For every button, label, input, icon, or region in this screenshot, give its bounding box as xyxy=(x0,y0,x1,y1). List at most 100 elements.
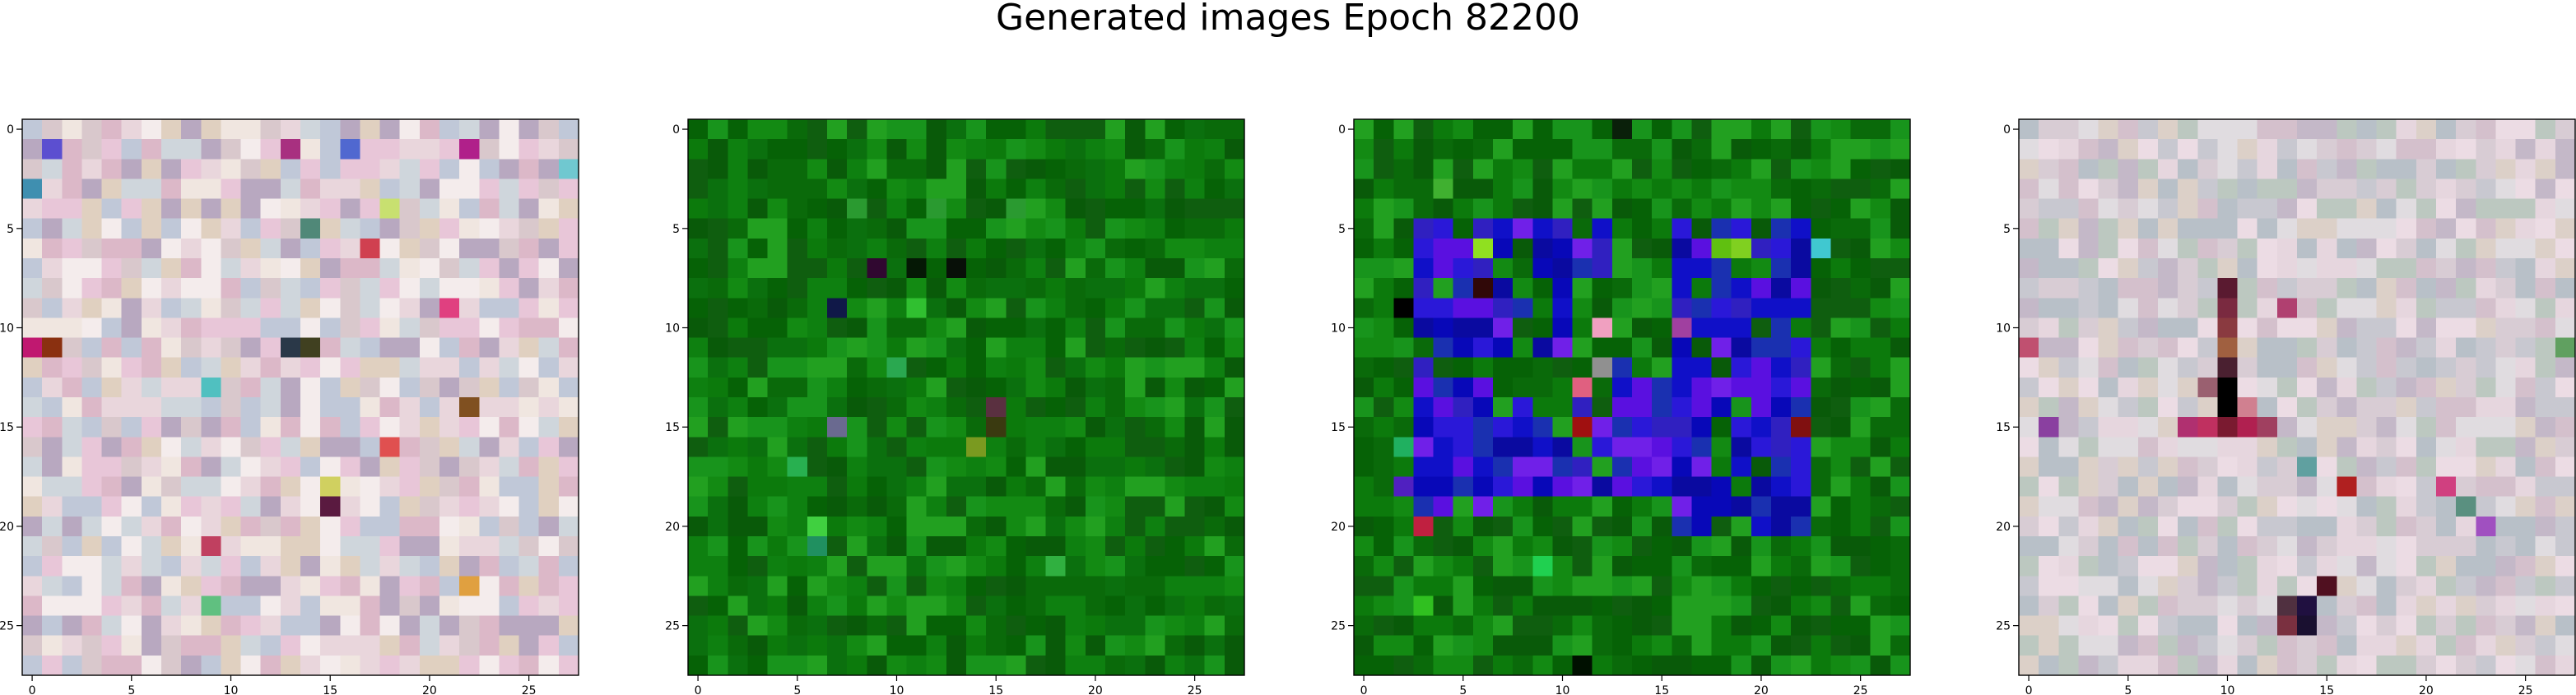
pixel-cell xyxy=(1572,178,1593,200)
pixel-cell xyxy=(1691,198,1713,220)
pixel-cell xyxy=(1632,635,1653,656)
pixel-cell xyxy=(81,139,103,160)
pixel-cell xyxy=(1513,178,1533,200)
pixel-cell xyxy=(1125,377,1146,398)
pixel-cell xyxy=(2456,178,2476,200)
pixel-cell xyxy=(1771,516,1792,537)
pixel-cell xyxy=(2476,159,2497,180)
pixel-cell xyxy=(1611,238,1633,259)
pixel-cell xyxy=(926,576,947,597)
pixel-cell xyxy=(2098,357,2119,378)
pixel-cell xyxy=(2317,317,2337,339)
pixel-cell xyxy=(1532,576,1554,597)
pixel-cell xyxy=(2495,357,2517,378)
pixel-cell xyxy=(161,595,182,617)
pixel-cell xyxy=(399,198,421,220)
pixel-cell xyxy=(728,159,749,180)
pixel-cell xyxy=(2515,178,2536,200)
pixel-cell xyxy=(1493,357,1514,378)
pixel-cell xyxy=(2078,536,2099,557)
pixel-cell xyxy=(1085,238,1106,259)
pixel-cell xyxy=(2019,456,2039,478)
pixel-cell xyxy=(946,317,967,339)
pixel-cell xyxy=(518,119,540,140)
pixel-cell xyxy=(22,298,43,319)
x-tick-label: 0 xyxy=(1360,684,1368,695)
pixel-cell xyxy=(728,178,749,200)
pixel-cell xyxy=(1145,417,1166,438)
pixel-cell xyxy=(1691,496,1713,517)
pixel-cell xyxy=(221,238,242,259)
pixel-cell xyxy=(201,595,222,617)
pixel-cell xyxy=(1811,337,1832,359)
pixel-cell xyxy=(1791,218,1811,239)
pixel-cell xyxy=(42,139,63,160)
pixel-cell xyxy=(1632,238,1653,259)
pixel-cell xyxy=(926,476,947,498)
pixel-cell xyxy=(886,576,908,597)
pixel-cell xyxy=(439,516,460,537)
pixel-cell xyxy=(1771,317,1792,339)
pixel-cell xyxy=(1731,218,1752,239)
pixel-cell xyxy=(1006,615,1027,637)
pixel-cell xyxy=(1791,178,1811,200)
pixel-cell xyxy=(2436,417,2457,438)
pixel-cell xyxy=(22,119,43,140)
pixel-cell xyxy=(847,417,867,438)
pixel-cell xyxy=(867,357,888,378)
pixel-cell xyxy=(2257,258,2278,279)
pixel-cell xyxy=(1204,119,1225,140)
pixel-cell xyxy=(867,337,888,359)
pixel-cell xyxy=(1691,595,1713,617)
pixel-cell xyxy=(81,337,103,359)
pixel-cell xyxy=(141,476,162,498)
pixel-cell xyxy=(747,595,769,617)
pixel-cell xyxy=(787,258,808,279)
pixel-cell xyxy=(2416,218,2437,239)
pixel-cell xyxy=(22,476,43,498)
pixel-cell xyxy=(1393,476,1415,498)
pixel-cell xyxy=(966,218,987,239)
pixel-cell xyxy=(479,556,500,577)
pixel-cell xyxy=(459,218,480,239)
pixel-cell xyxy=(886,298,908,319)
pixel-cell xyxy=(81,218,103,239)
pixel-cell xyxy=(1513,437,1533,458)
pixel-cell xyxy=(1791,476,1811,498)
pixel-cell xyxy=(867,178,888,200)
pixel-cell xyxy=(379,119,401,140)
pixel-cell xyxy=(280,218,301,239)
pixel-cell xyxy=(2257,357,2278,378)
pixel-cell xyxy=(2535,536,2556,557)
pixel-cell xyxy=(787,218,808,239)
pixel-cell xyxy=(2237,556,2258,577)
pixel-cell xyxy=(240,536,262,557)
pixel-cell xyxy=(1125,258,1146,279)
pixel-cell xyxy=(459,595,480,617)
pixel-cell xyxy=(141,556,162,577)
pixel-cell xyxy=(439,317,460,339)
pixel-cell xyxy=(986,576,1007,597)
pixel-cell xyxy=(1632,357,1653,378)
pixel-cell xyxy=(847,178,867,200)
pixel-cell xyxy=(2197,476,2219,498)
pixel-cell xyxy=(767,139,788,160)
pixel-cell xyxy=(1493,119,1514,140)
pixel-cell xyxy=(1513,635,1533,656)
pixel-cell xyxy=(1592,119,1613,140)
pixel-cell xyxy=(101,317,123,339)
pixel-cell xyxy=(1791,595,1811,617)
pixel-cell xyxy=(1125,496,1146,517)
pixel-cell xyxy=(2317,655,2337,676)
pixel-cell xyxy=(747,437,769,458)
pixel-cell xyxy=(1811,595,1832,617)
pixel-cell xyxy=(121,536,142,557)
pixel-cell xyxy=(1811,516,1832,537)
pixel-cell xyxy=(62,516,83,537)
pixel-cell xyxy=(2257,456,2278,478)
pixel-cell xyxy=(1572,437,1593,458)
pixel-cell xyxy=(1433,377,1454,398)
pixel-cell xyxy=(1791,238,1811,259)
pixel-cell xyxy=(479,576,500,597)
